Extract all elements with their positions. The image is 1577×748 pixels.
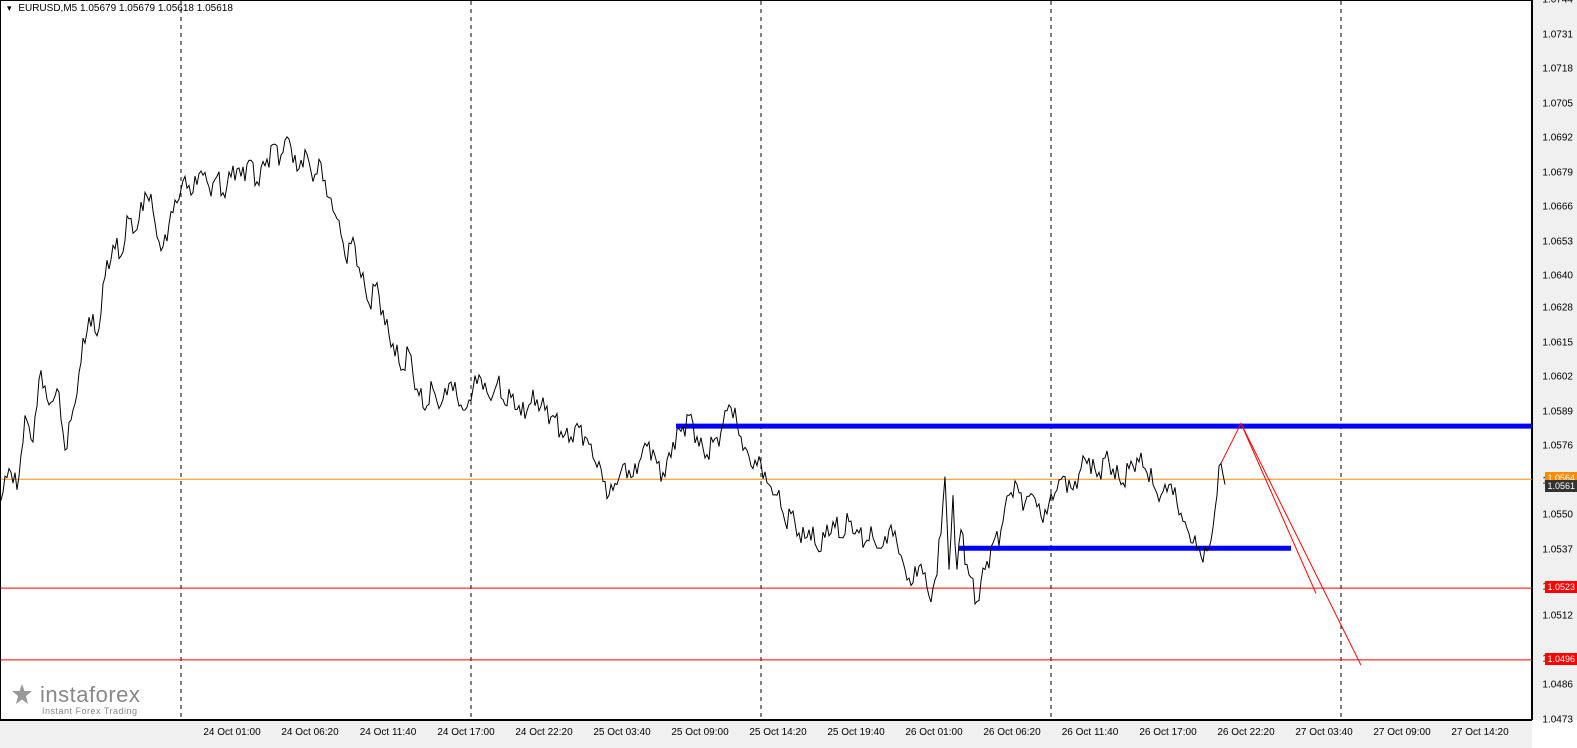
y-tick: 1.0679	[1542, 167, 1573, 178]
y-tick: 1.0576	[1542, 441, 1573, 452]
x-tick: 25 Oct 19:40	[827, 727, 884, 738]
plot-area[interactable]: ▾ EURUSD,M5 1.05679 1.05679 1.05618 1.05…	[0, 0, 1532, 720]
y-tick: 1.0705	[1542, 98, 1573, 109]
x-tick: 26 Oct 17:00	[1139, 727, 1196, 738]
y-tick: 1.0512	[1542, 611, 1573, 622]
x-tick: 25 Oct 09:00	[671, 727, 728, 738]
x-tick: 24 Oct 06:20	[281, 727, 338, 738]
x-tick: 24 Oct 22:20	[515, 727, 572, 738]
x-tick: 27 Oct 09:00	[1373, 727, 1430, 738]
y-tick: 1.0718	[1542, 64, 1573, 75]
x-tick: 26 Oct 01:00	[905, 727, 962, 738]
x-tick: 24 Oct 01:00	[203, 727, 260, 738]
x-tick: 27 Oct 14:20	[1451, 727, 1508, 738]
y-tick: 1.0615	[1542, 337, 1573, 348]
x-tick: 26 Oct 11:40	[1062, 727, 1119, 738]
chart-container: ▾ EURUSD,M5 1.05679 1.05679 1.05618 1.05…	[0, 0, 1577, 748]
chart-svg	[1, 1, 1533, 721]
y-tick: 1.0473	[1542, 715, 1573, 726]
x-tick: 26 Oct 06:20	[983, 727, 1040, 738]
price-level-label: 1.0496	[1545, 653, 1577, 665]
y-tick: 1.0731	[1542, 29, 1573, 40]
y-tick: 1.0744	[1542, 0, 1573, 6]
x-tick: 27 Oct 03:40	[1295, 727, 1352, 738]
x-tick: 26 Oct 22:20	[1217, 727, 1274, 738]
dropdown-arrow-icon[interactable]: ▾	[7, 3, 12, 14]
y-axis: 1.0744 1.0731 1.0718 1.0705 1.0692 1.0679 1.06…	[1532, 0, 1577, 720]
y-tick: 1.0537	[1542, 544, 1573, 555]
watermark-brand: instaforex	[40, 682, 140, 708]
y-tick: 1.0640	[1542, 271, 1573, 282]
price-level-label: 1.0523	[1545, 581, 1577, 593]
y-tick: 1.0666	[1542, 202, 1573, 213]
watermark-tagline: Instant Forex Trading	[42, 706, 140, 716]
x-tick: 25 Oct 14:20	[749, 727, 806, 738]
current-price-label: 1.0561	[1545, 480, 1577, 492]
y-tick: 1.0589	[1542, 406, 1573, 417]
y-tick: 1.0692	[1542, 133, 1573, 144]
y-tick: 1.0602	[1542, 372, 1573, 383]
chart-symbol: EURUSD,M5 1.05679 1.05679 1.05618 1.0561…	[18, 3, 233, 14]
y-tick: 1.0628	[1542, 303, 1573, 314]
y-tick: 1.0550	[1542, 510, 1573, 521]
y-tick: 1.0653	[1542, 236, 1573, 247]
x-tick: 25 Oct 03:40	[593, 727, 650, 738]
x-tick: 24 Oct 11:40	[360, 727, 417, 738]
chart-title: ▾ EURUSD,M5 1.05679 1.05679 1.05618 1.05…	[7, 3, 233, 14]
x-tick: 24 Oct 17:00	[437, 727, 494, 738]
watermark: instaforex Instant Forex Trading	[10, 682, 140, 716]
instaforex-logo-icon	[10, 683, 34, 707]
y-tick: 1.0486	[1542, 680, 1573, 691]
x-axis: 24 Oct 01:00 24 Oct 06:20 24 Oct 11:40 24 O…	[0, 720, 1532, 748]
